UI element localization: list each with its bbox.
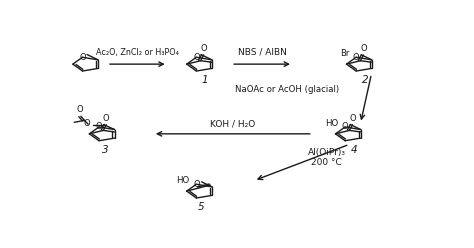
Text: O: O <box>201 44 207 53</box>
Text: O: O <box>342 123 348 131</box>
Text: 3: 3 <box>102 145 109 155</box>
Text: O: O <box>360 44 367 53</box>
Text: O: O <box>103 114 109 123</box>
Text: NaOAc or AcOH (glacial): NaOAc or AcOH (glacial) <box>235 85 339 94</box>
Text: KOH / H₂O: KOH / H₂O <box>210 120 255 129</box>
Text: Al(OiPr)₃
200 °C: Al(OiPr)₃ 200 °C <box>308 148 346 167</box>
Text: HO: HO <box>176 176 190 185</box>
Text: O: O <box>79 53 86 62</box>
Text: Ac₂O, ZnCl₂ or H₃PO₄: Ac₂O, ZnCl₂ or H₃PO₄ <box>96 48 179 57</box>
Text: O: O <box>96 123 102 131</box>
Text: NBS / AIBN: NBS / AIBN <box>237 48 286 57</box>
Text: 1: 1 <box>201 75 208 85</box>
Text: Br: Br <box>340 49 349 58</box>
Text: O: O <box>83 119 90 128</box>
Text: O: O <box>193 53 200 62</box>
Text: HO: HO <box>325 119 338 128</box>
Text: O: O <box>193 180 200 189</box>
Text: O: O <box>77 105 83 114</box>
Text: O: O <box>353 53 359 62</box>
Text: 5: 5 <box>197 202 204 212</box>
Text: O: O <box>349 114 356 123</box>
Text: 4: 4 <box>351 145 357 155</box>
Text: 2: 2 <box>362 75 368 85</box>
